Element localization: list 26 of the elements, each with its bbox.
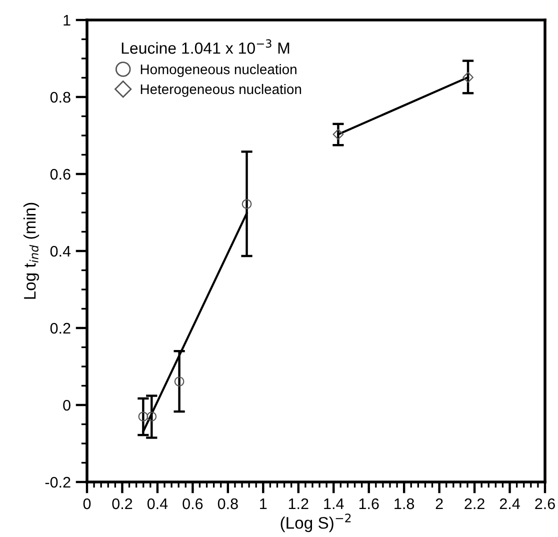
x-tick-label: 0.6 — [182, 498, 203, 510]
x-tick-label: 2.6 — [535, 498, 555, 510]
legend-label: Heterogeneous nucleation — [140, 84, 302, 97]
x-tick-label: 1.8 — [394, 498, 414, 510]
x-tick-label: 2.4 — [500, 498, 520, 510]
y-tick-label: -0.2 — [45, 476, 70, 488]
y-axis-title: Log t$_{ind}$ (min) — [23, 202, 40, 299]
legend-title: Leucine 1.041 x 10$^{−3}$ M — [122, 39, 290, 54]
x-tick-label: 0.4 — [147, 498, 168, 510]
x-tick-label: 0.8 — [218, 498, 238, 510]
y-tick-label: 0 — [63, 400, 70, 411]
x-tick-label: 2.2 — [464, 498, 484, 510]
x-tick-label: 1.2 — [288, 498, 308, 510]
y-tick-label: 0.6 — [50, 168, 70, 180]
x-tick-label: 1.4 — [324, 498, 344, 510]
y-tick-label: 0.2 — [50, 322, 70, 334]
x-tick-label: 0 — [83, 498, 91, 510]
x-tick-label: 0.2 — [112, 498, 132, 510]
legend-label: Homogeneous nucleation — [140, 64, 296, 78]
x-tick-label: 1 — [260, 498, 267, 510]
x-axis-title: (Log S)$^{−2}$ — [280, 514, 351, 532]
x-tick-label: 2 — [436, 498, 443, 510]
x-tick-label: 1.6 — [359, 498, 379, 510]
y-tick-label: 1 — [64, 15, 70, 26]
y-tick-label: 0.4 — [50, 246, 71, 257]
y-tick-label: 0.8 — [50, 92, 70, 103]
